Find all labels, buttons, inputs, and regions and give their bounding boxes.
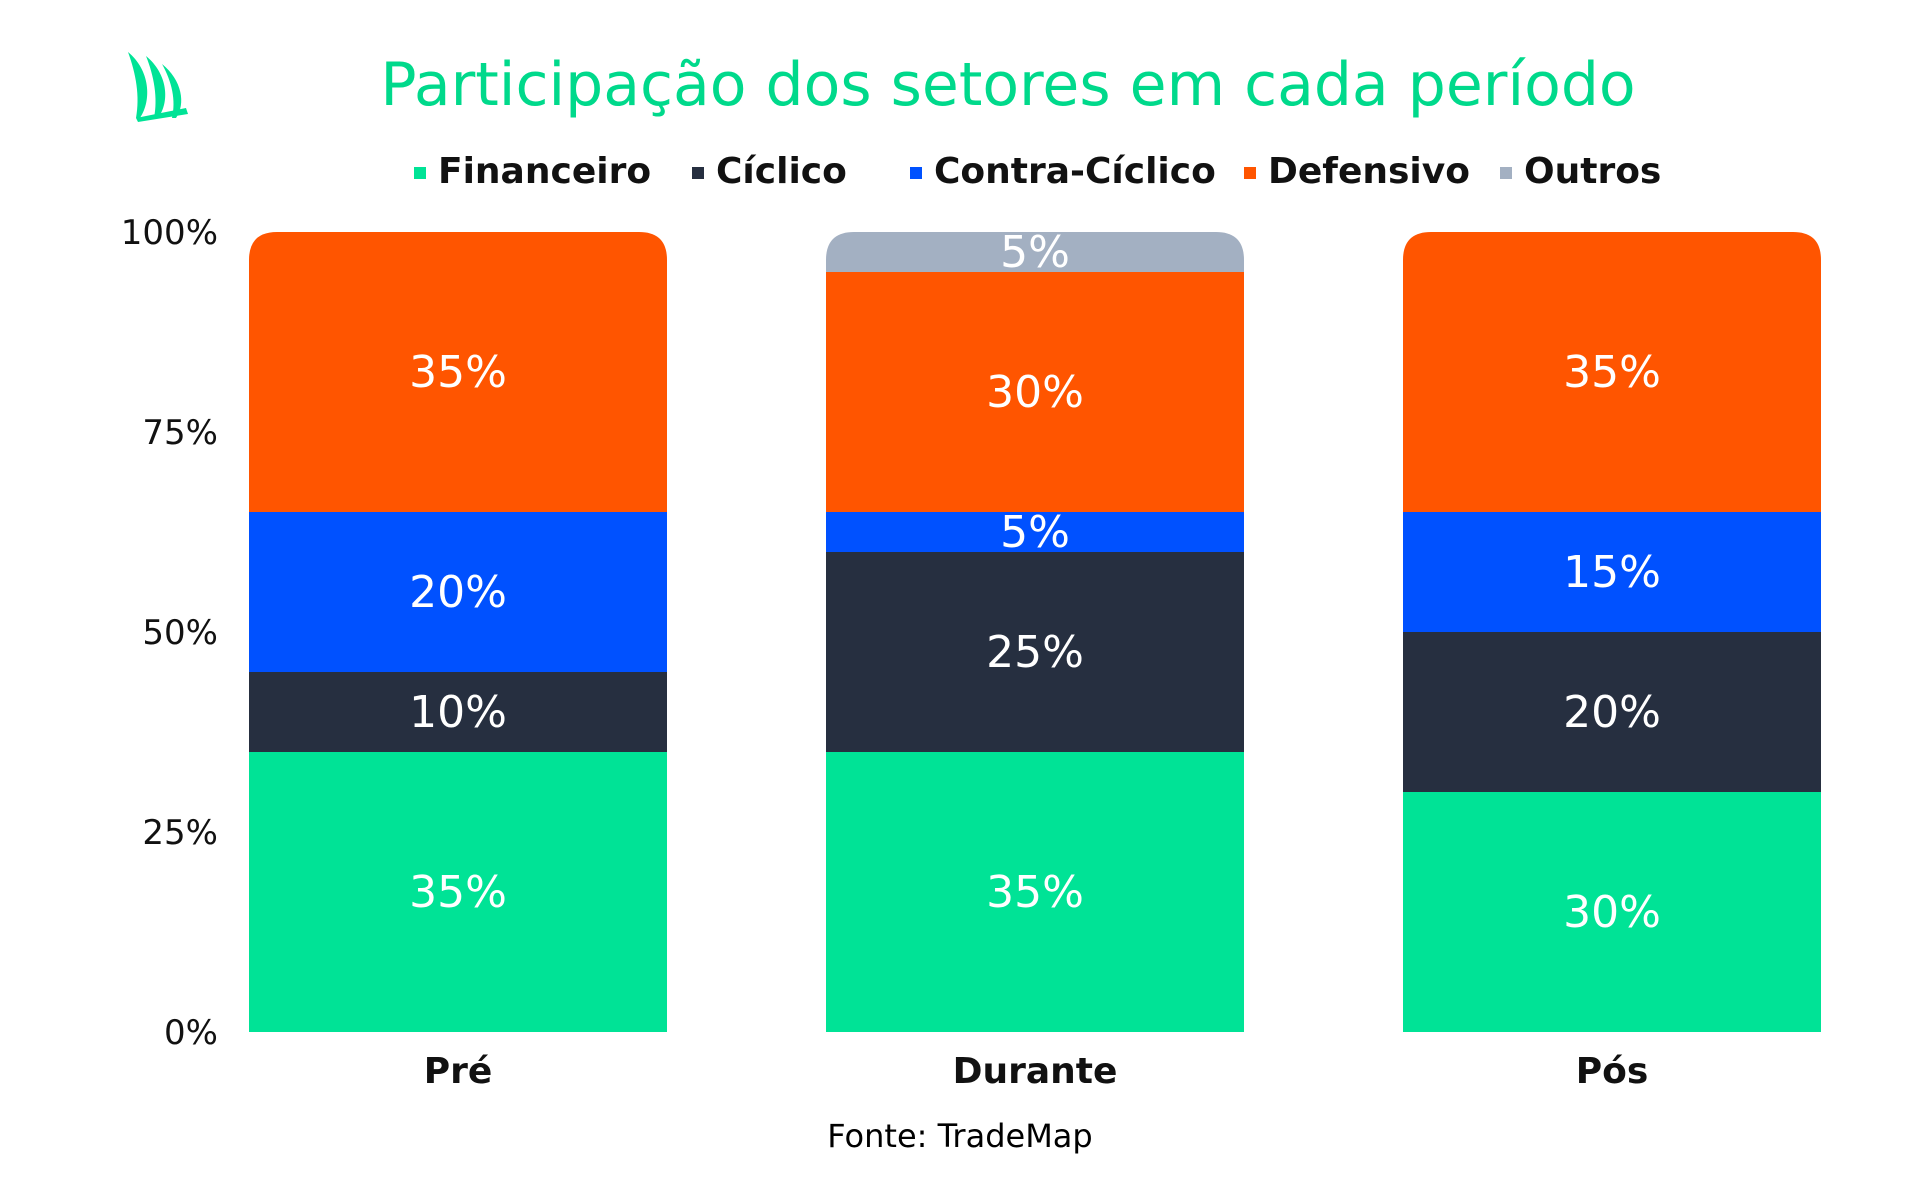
data-label: 15% <box>1563 547 1661 598</box>
source-note: Fonte: TradeMap <box>827 1117 1092 1155</box>
bar-segment <box>249 672 667 752</box>
leaf-icon-part <box>162 64 182 118</box>
data-label: 10% <box>409 687 507 738</box>
bar-segment <box>249 752 667 1032</box>
chart-title: Participação dos setores em cada período <box>380 50 1635 120</box>
legend-label: Financeiro <box>438 151 651 192</box>
category-label: Pré <box>424 1051 493 1092</box>
legend-label: Outros <box>1524 151 1661 192</box>
category-label: Pós <box>1576 1051 1649 1092</box>
data-label: 35% <box>986 867 1084 918</box>
legend-swatch <box>692 167 704 179</box>
data-label: 20% <box>1563 687 1661 738</box>
y-tick-label: 50% <box>142 613 218 653</box>
data-label: 30% <box>1563 887 1661 938</box>
category-label: Durante <box>953 1051 1118 1092</box>
data-label: 5% <box>1000 227 1070 278</box>
bar-segment <box>1403 232 1821 512</box>
bar-segment <box>1403 792 1821 1032</box>
y-tick-label: 100% <box>121 213 218 253</box>
leaf-icon-part <box>146 56 166 118</box>
leaf-icon-part <box>136 108 188 122</box>
data-label: 35% <box>409 867 507 918</box>
data-label: 35% <box>409 347 507 398</box>
bar-segment <box>1403 512 1821 632</box>
legend-swatch <box>1244 167 1256 179</box>
legend: Financeiro Cíclico Contra-Cíclico Defensivo… <box>414 151 1661 192</box>
legend-label: Contra-Cíclico <box>934 151 1216 192</box>
data-label: 20% <box>409 567 507 618</box>
legend-swatch <box>414 167 426 179</box>
bar-segment <box>826 232 1244 272</box>
bar-segment <box>826 752 1244 1032</box>
bar-segment <box>826 552 1244 752</box>
bar-segment <box>249 232 667 512</box>
bar-segment <box>249 512 667 672</box>
y-tick-label: 25% <box>142 813 218 853</box>
data-label: 25% <box>986 627 1084 678</box>
leaf-icon <box>128 52 188 122</box>
bars: 35% 10% 20% 35% 35% 25% 5% 30% 5% 30% 20% 15% 35% <box>249 227 1821 1032</box>
legend-label: Defensivo <box>1268 151 1470 192</box>
legend-swatch <box>1500 167 1512 179</box>
leaf-icon-part <box>128 52 148 118</box>
legend-swatch <box>910 167 922 179</box>
data-label: 5% <box>1000 507 1070 558</box>
bar-segment <box>826 512 1244 552</box>
bar-segment <box>1403 632 1821 792</box>
legend-label: Cíclico <box>716 151 847 192</box>
data-label: 30% <box>986 367 1084 418</box>
x-axis: Pré Durante Pós <box>424 1051 1649 1092</box>
y-tick-label: 0% <box>164 1013 218 1053</box>
y-axis: 0% 25% 50% 75% 100% <box>121 213 218 1053</box>
data-label: 35% <box>1563 347 1661 398</box>
y-tick-label: 75% <box>142 413 218 453</box>
bar-segment <box>826 272 1244 512</box>
